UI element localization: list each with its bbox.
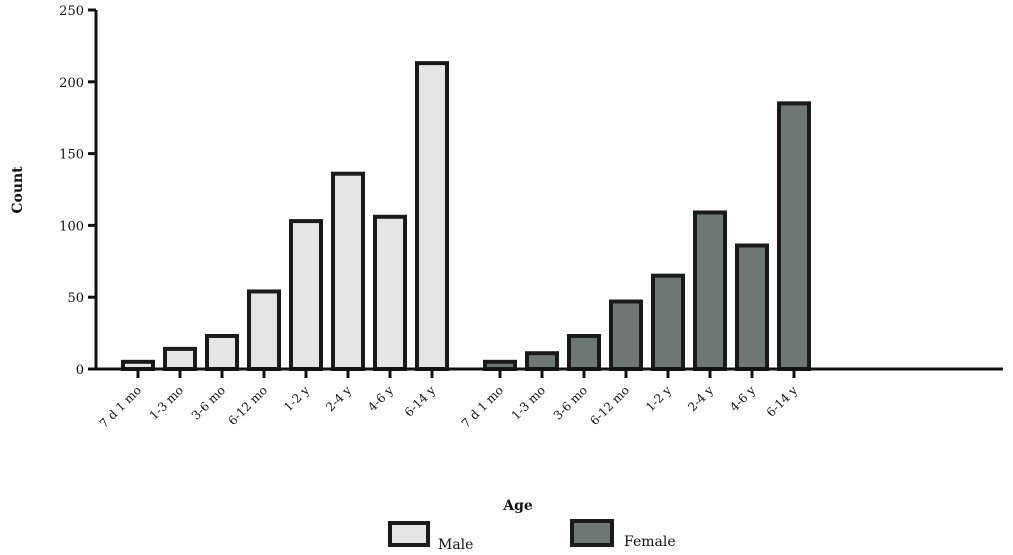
x-tick-label: 1-2 y — [643, 383, 674, 414]
bar-male — [289, 219, 323, 371]
x-tick-label: 1-3 mo — [509, 383, 548, 422]
x-tick-label: 7 d 1 mo — [97, 383, 144, 430]
bars-layer — [121, 61, 811, 372]
x-tick-label: 3-6 mo — [189, 383, 228, 422]
y-tick-label: 100 — [59, 219, 84, 234]
bar-female — [651, 273, 685, 371]
bar-female — [777, 101, 811, 371]
legend-swatch-male — [388, 521, 430, 547]
x-tick-label: 1-2 y — [281, 383, 312, 414]
y-axis: 0 50 100 150 200 250 — [59, 4, 98, 378]
x-tick-label: 4-6 y — [727, 383, 758, 414]
x-axis: 7 d 1 mo 1-3 mo 3-6 mo6-12 mo 1-2 y 2-4 y 4-6… — [96, 367, 1003, 431]
legend: Male Female — [388, 519, 676, 553]
bar-male — [373, 214, 407, 371]
bar-male — [205, 333, 239, 371]
y-axis-title: Count — [10, 166, 26, 214]
legend-label-female: Female — [624, 534, 676, 550]
y-tick-label: 0 — [76, 363, 84, 378]
x-tick-label: 3-6 mo — [551, 383, 590, 422]
x-tick-label: 2-4 y — [685, 383, 716, 414]
bar-female — [693, 210, 727, 371]
bar-female — [525, 351, 559, 372]
bar-female — [609, 299, 643, 371]
x-tick-label: 6-14 y — [402, 383, 439, 420]
x-tick-label: 6-12 mo — [587, 383, 632, 428]
bar-female — [567, 333, 601, 371]
x-tick-label: 7 d 1 mo — [459, 383, 506, 430]
y-tick-label: 250 — [59, 4, 84, 19]
bar-female — [735, 243, 769, 371]
x-tick-label: 6-12 mo — [225, 383, 270, 428]
y-tick-label: 50 — [67, 291, 84, 306]
bar-male — [163, 346, 197, 371]
x-tick-label: 2-4 y — [323, 383, 354, 414]
bar-male — [331, 171, 365, 371]
x-tick-label: 4-6 y — [365, 383, 396, 414]
bar-male — [247, 289, 281, 371]
bar-male — [415, 61, 449, 372]
legend-swatch-female — [570, 519, 614, 547]
y-tick-label: 150 — [59, 148, 84, 163]
legend-label-male: Male — [438, 537, 473, 553]
x-tick-label: 6-14 y — [764, 383, 801, 420]
x-tick-label: 1-3 mo — [147, 383, 186, 422]
y-tick-label: 200 — [59, 76, 84, 91]
x-axis-title: Age — [502, 498, 533, 514]
